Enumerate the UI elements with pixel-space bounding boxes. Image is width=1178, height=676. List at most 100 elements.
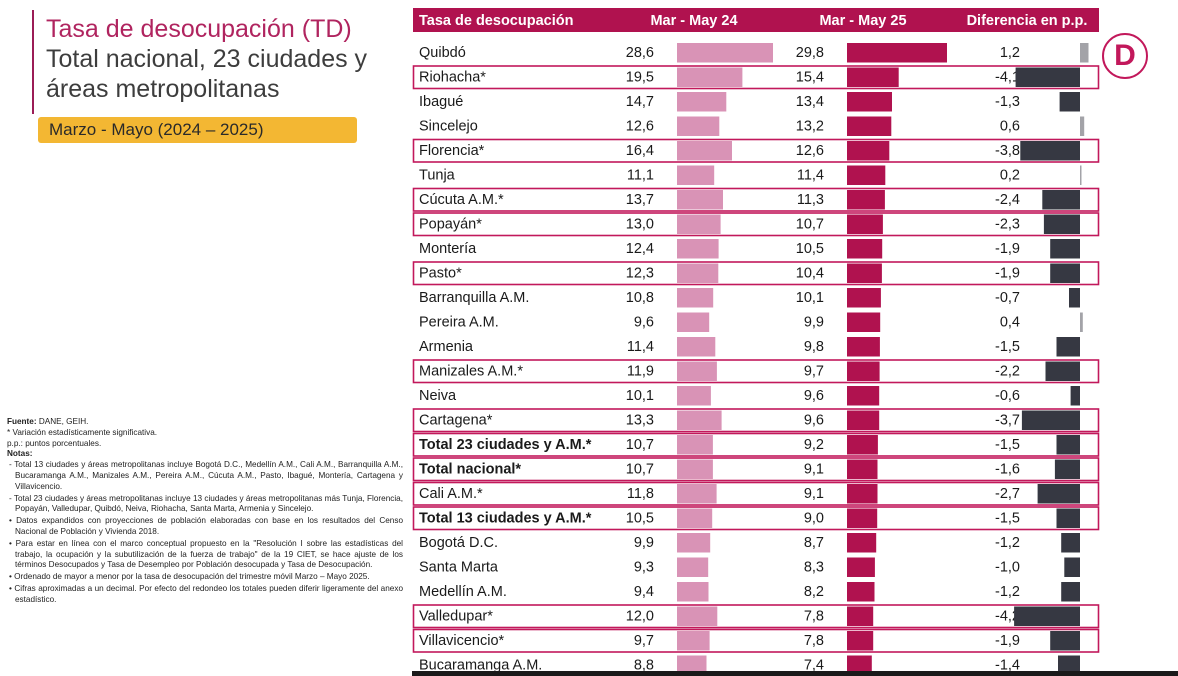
- bar-2024: [677, 508, 713, 528]
- value-2025: 12,6: [796, 143, 824, 159]
- bar-2025: [847, 67, 899, 87]
- note-pp: p.p.: puntos porcentuales.: [7, 438, 102, 448]
- bar-diff: [1021, 410, 1080, 430]
- value-2025: 8,7: [804, 535, 824, 551]
- significant-row-box: [412, 359, 1100, 384]
- row-label: Total 23 ciudades y A.M.*: [419, 437, 592, 453]
- bar-2025: [847, 386, 880, 406]
- value-2025: 9,9: [804, 315, 824, 331]
- bar-diff: [1056, 337, 1080, 357]
- fuente-label: Fuente:: [7, 417, 37, 426]
- value-diff: -2,3: [995, 217, 1020, 233]
- row-label: Florencia*: [419, 143, 485, 159]
- bar-2025: [847, 288, 881, 308]
- note-bullet: - Total 23 ciudades y áreas metropolitan…: [9, 493, 403, 514]
- value-2024: 10,7: [626, 437, 654, 453]
- bar-2024: [677, 582, 709, 602]
- value-diff: -1,5: [995, 511, 1020, 527]
- row-label: Armenia: [419, 339, 474, 355]
- bar-2025: [847, 337, 880, 357]
- bar-diff: [1064, 557, 1080, 577]
- bar-diff: [1061, 533, 1080, 553]
- row-label: Tunja: [419, 168, 456, 184]
- value-2025: 15,4: [796, 70, 824, 86]
- bar-diff: [1037, 484, 1080, 504]
- value-diff: -1,9: [995, 266, 1020, 282]
- bar-diff: [1059, 92, 1080, 112]
- bar-diff: [1080, 43, 1089, 63]
- row-label: Montería: [419, 241, 477, 257]
- significant-row-box: [412, 604, 1100, 629]
- value-diff: -0,6: [995, 388, 1020, 404]
- significant-row-box: [412, 457, 1100, 482]
- bar-2025: [847, 165, 886, 185]
- dane-logo: D: [1102, 33, 1148, 79]
- value-diff: -3,8: [995, 143, 1020, 159]
- value-2025: 9,1: [804, 462, 824, 478]
- value-2024: 10,8: [626, 290, 654, 306]
- row-label: Popayán*: [419, 217, 482, 233]
- title-accent-line: [32, 10, 34, 114]
- bar-2024: [677, 288, 714, 308]
- value-2025: 9,6: [804, 388, 824, 404]
- value-diff: -1,6: [995, 462, 1020, 478]
- value-diff: 0,2: [1000, 168, 1020, 184]
- value-diff: -1,5: [995, 339, 1020, 355]
- significant-row-box: [412, 408, 1100, 433]
- value-diff: -4,2: [995, 609, 1020, 625]
- value-2024: 11,8: [627, 486, 654, 502]
- value-2025: 11,4: [797, 168, 824, 184]
- bar-2024: [677, 557, 709, 577]
- bar-2024: [677, 263, 719, 283]
- column-header: Mar - May 24: [650, 13, 737, 29]
- bar-2024: [677, 484, 717, 504]
- value-diff: -1,9: [995, 241, 1020, 257]
- value-2024: 12,0: [626, 609, 654, 625]
- bar-2025: [847, 533, 877, 553]
- row-label: Manizales A.M.*: [419, 364, 523, 380]
- bar-2025: [847, 435, 878, 455]
- bar-2025: [847, 239, 883, 259]
- bar-2024: [677, 67, 743, 87]
- notes-block: Fuente: DANE, GEIH. * Variación estadíst…: [7, 417, 403, 607]
- bar-2025: [847, 312, 881, 332]
- row-label: Neiva: [419, 388, 457, 404]
- bar-diff: [1050, 263, 1080, 283]
- bar-2025: [847, 141, 890, 161]
- bar-2024: [677, 165, 715, 185]
- bar-diff: [1069, 288, 1080, 308]
- bar-2025: [847, 263, 882, 283]
- bar-2024: [677, 141, 732, 161]
- bottom-strip: [412, 671, 1178, 676]
- value-2024: 9,6: [634, 315, 654, 331]
- row-label: Cartagena*: [419, 413, 493, 429]
- note-bullet: • Cifras aproximadas a un decimal. Por e…: [9, 583, 403, 604]
- title-line-3: áreas metropolitanas: [46, 75, 280, 103]
- value-2025: 7,4: [804, 658, 824, 674]
- bar-2025: [847, 557, 875, 577]
- bar-2024: [677, 190, 723, 210]
- value-2024: 9,9: [634, 535, 654, 551]
- bar-diff: [1058, 655, 1080, 675]
- value-diff: -2,7: [995, 486, 1020, 502]
- value-2024: 12,3: [626, 266, 654, 282]
- row-label: Medellín A.M.: [419, 584, 507, 600]
- value-diff: -1,4: [995, 658, 1020, 674]
- fuente-text: DANE, GEIH.: [36, 417, 89, 426]
- value-diff: -4,1: [995, 70, 1020, 86]
- bar-2024: [677, 116, 720, 136]
- bar-diff: [1050, 239, 1080, 259]
- value-2024: 13,3: [626, 413, 654, 429]
- bar-2025: [847, 508, 878, 528]
- value-2025: 9,0: [804, 511, 824, 527]
- value-2024: 28,6: [626, 45, 654, 61]
- value-2024: 13,7: [626, 192, 654, 208]
- bar-diff: [1050, 631, 1080, 651]
- bar-2024: [677, 631, 710, 651]
- value-diff: -1,2: [995, 535, 1020, 551]
- value-2025: 29,8: [796, 45, 824, 61]
- value-2025: 13,2: [796, 119, 824, 135]
- value-2025: 10,1: [796, 290, 824, 306]
- bar-2025: [847, 582, 875, 602]
- value-2025: 9,1: [804, 486, 824, 502]
